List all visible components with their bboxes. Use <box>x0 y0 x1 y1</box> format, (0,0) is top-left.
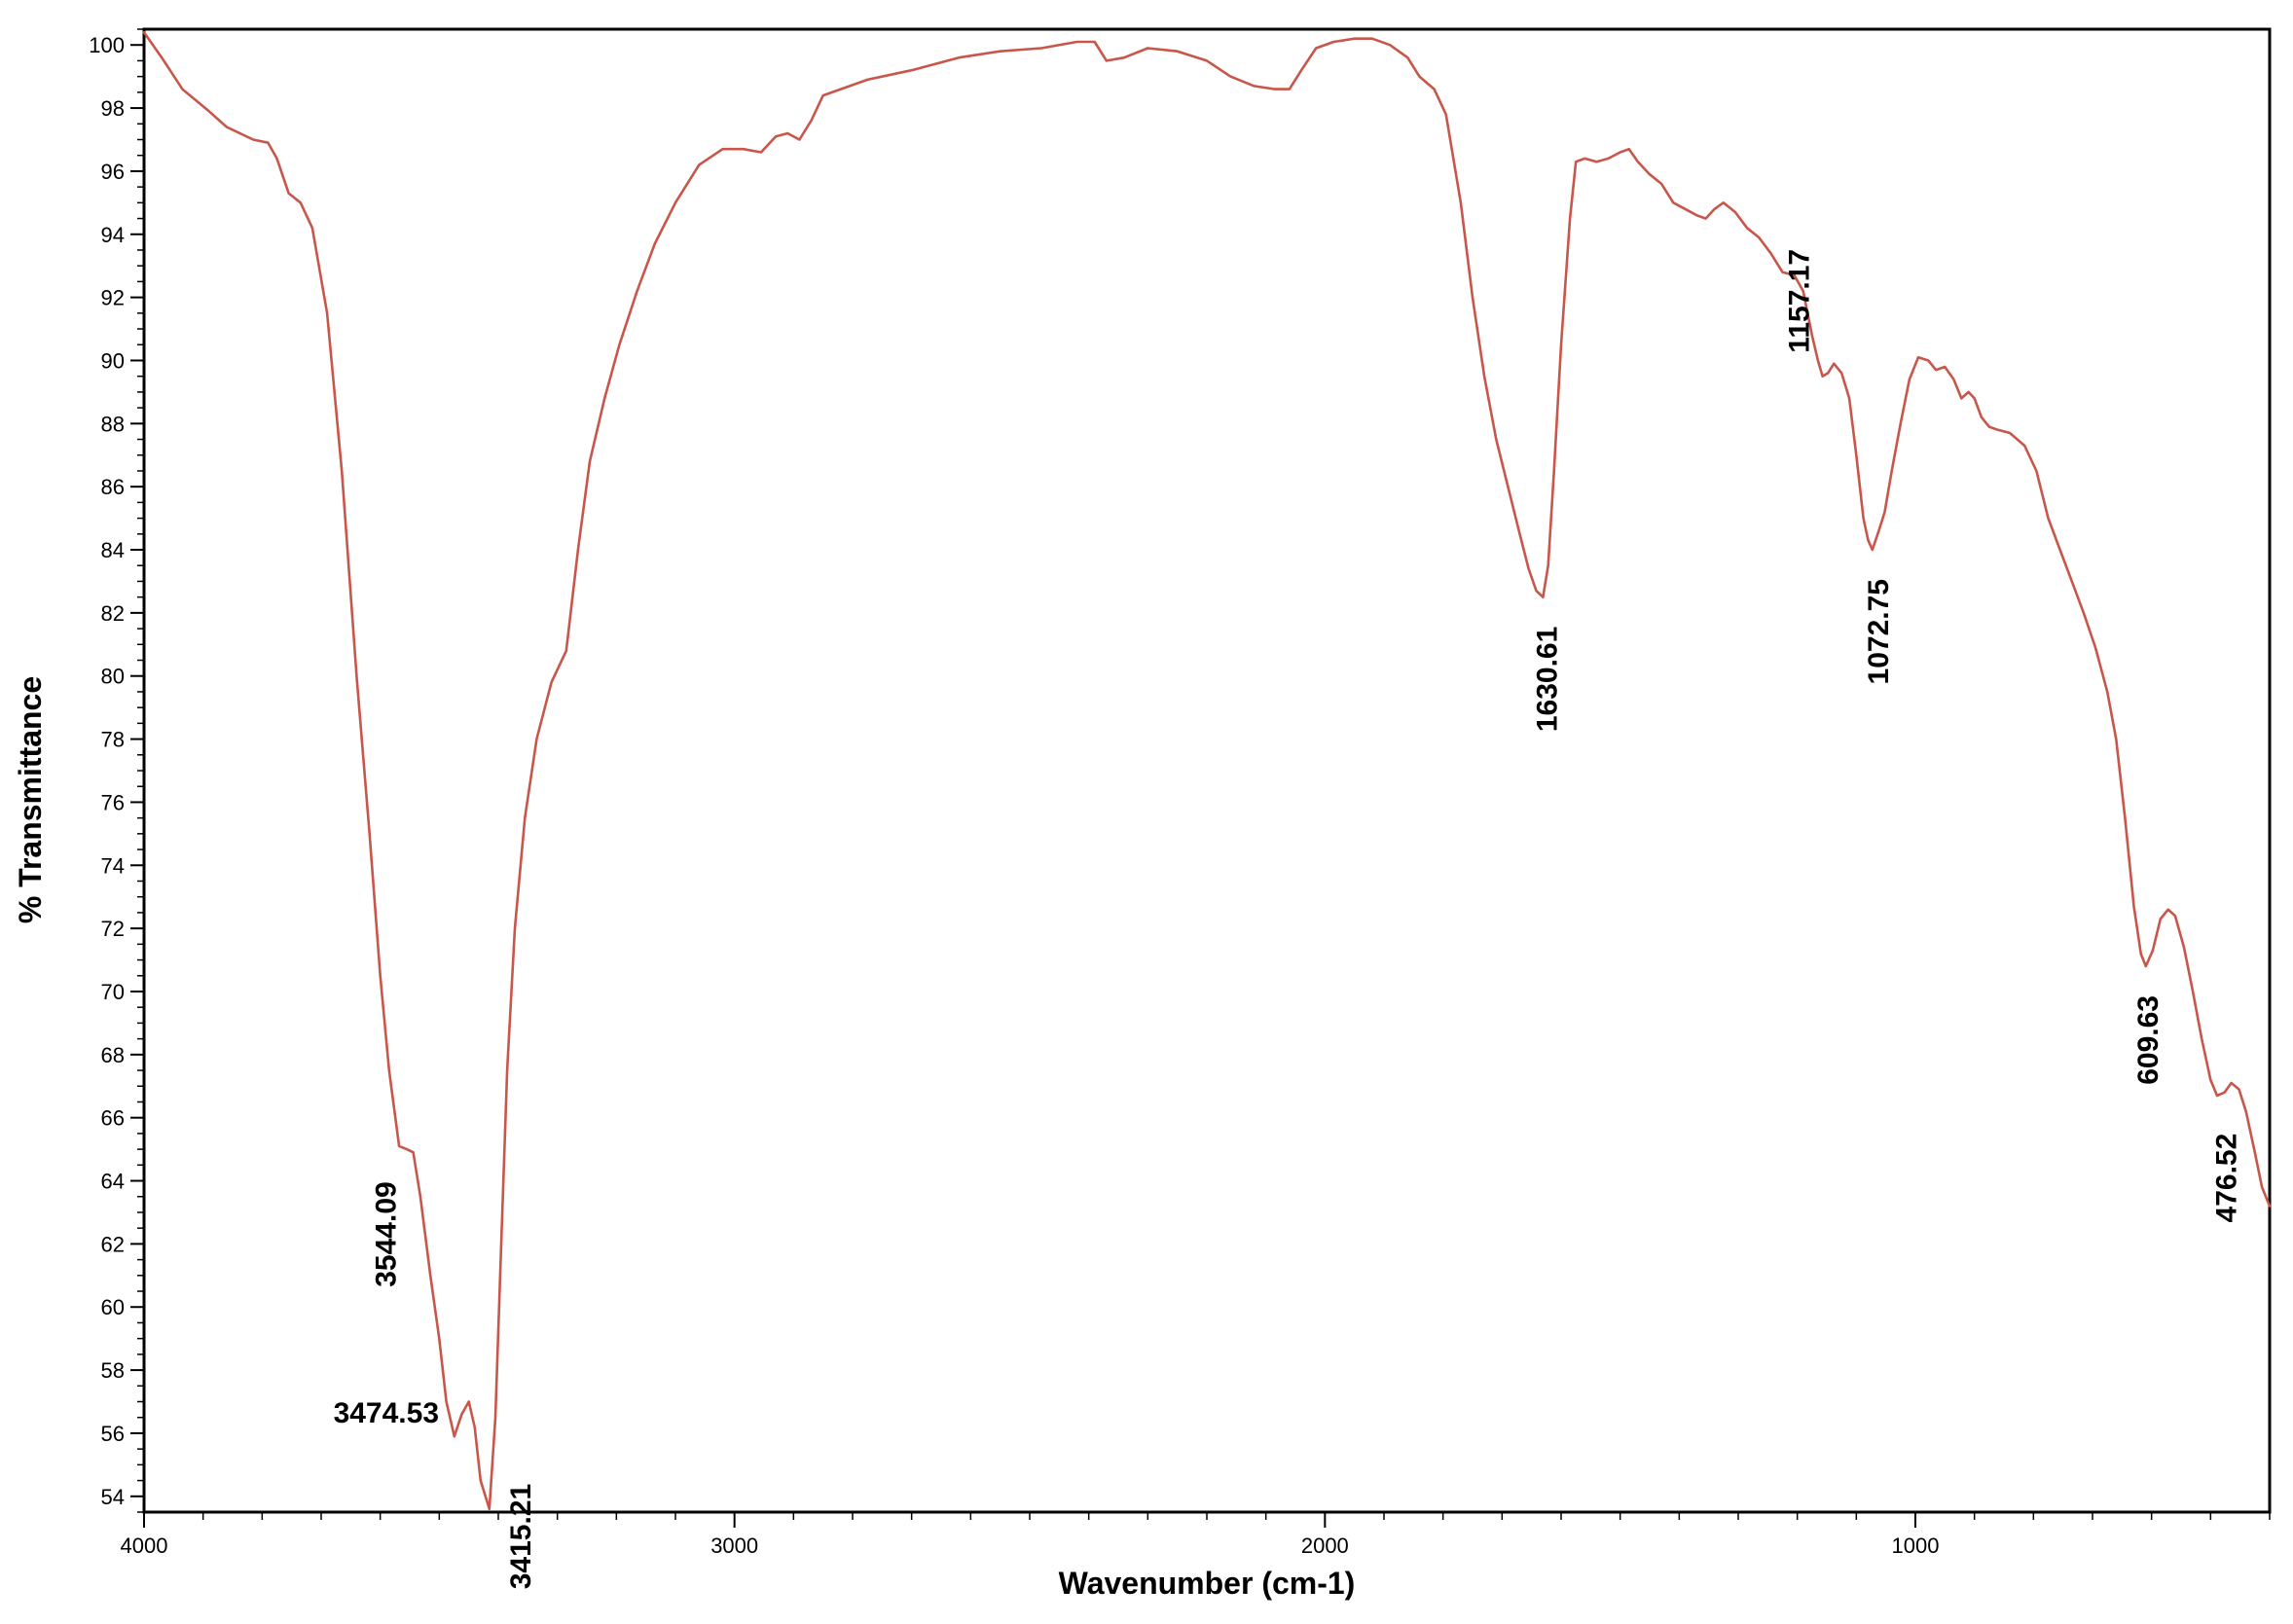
peak-label: 609.63 <box>2132 995 2165 1085</box>
y-tick-label: 58 <box>101 1358 125 1383</box>
y-tick-label: 82 <box>101 601 125 626</box>
y-axis: 54 56 58 60 62 64 66 68 70 72 74 76 78 80 82 84 86 88 90 92… <box>89 28 144 1513</box>
y-tick-label: 92 <box>101 286 125 310</box>
y-tick-label: 78 <box>101 728 125 752</box>
y-tick-label: 86 <box>101 475 125 499</box>
y-tick-label: 96 <box>101 160 125 184</box>
x-tick-label: 4000 <box>121 1534 168 1558</box>
y-tick-label: 62 <box>101 1232 125 1256</box>
x-tick-label: 3000 <box>710 1534 758 1558</box>
y-tick-label: 56 <box>101 1422 125 1446</box>
peak-label: 3474.53 <box>334 1397 439 1429</box>
peak-label: 476.52 <box>2211 1134 2243 1223</box>
y-tick-label: 76 <box>101 790 125 814</box>
peak-label: 1157.17 <box>1784 249 1816 353</box>
y-tick-label: 94 <box>101 223 125 247</box>
y-tick-label: 64 <box>101 1170 125 1194</box>
spectrum-line <box>142 30 2272 1511</box>
y-tick-label: 68 <box>101 1043 125 1067</box>
y-tick-label: 60 <box>101 1295 125 1319</box>
y-tick-label: 84 <box>101 538 125 562</box>
plot-frame <box>142 27 2272 1514</box>
y-tick-label: 74 <box>101 853 125 878</box>
y-tick-label: 88 <box>101 412 125 436</box>
x-axis-title: Wavenumber (cm-1) <box>1059 1566 1356 1601</box>
y-tick-label: 66 <box>101 1106 125 1131</box>
peak-label: 1630.61 <box>1531 627 1563 732</box>
y-tick-label: 90 <box>101 348 125 373</box>
y-tick-label: 70 <box>101 980 125 1004</box>
x-tick-label: 1000 <box>1892 1534 1940 1558</box>
peak-label: 3544.09 <box>371 1181 403 1286</box>
peak-label: 3415.21 <box>505 1484 537 1589</box>
x-tick-label: 2000 <box>1301 1534 1349 1558</box>
y-axis-title: % Transmittance <box>13 676 48 923</box>
y-tick-label: 80 <box>101 665 125 689</box>
y-tick-label: 98 <box>101 96 125 121</box>
peak-label: 1072.75 <box>1863 579 1895 684</box>
x-axis: 4000 3000 2000 1000 <box>121 1512 2271 1558</box>
y-tick-label: 100 <box>89 33 125 57</box>
y-tick-label: 72 <box>101 917 125 941</box>
peak-annotations: 3544.09 3474.53 3415.21 1630.61 1157.17 1072.… <box>334 249 2243 1589</box>
y-tick-label: 54 <box>101 1485 125 1509</box>
